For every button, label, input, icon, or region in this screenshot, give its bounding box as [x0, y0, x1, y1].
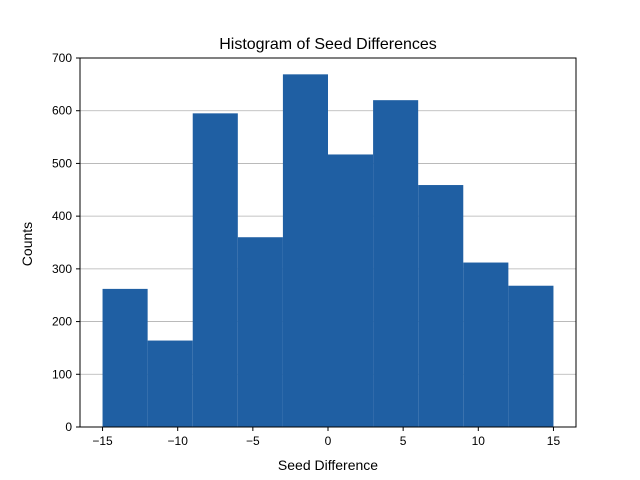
- histogram-bar: [463, 262, 509, 427]
- y-axis-label: Counts: [19, 222, 35, 266]
- histogram-bar: [328, 154, 374, 427]
- histogram-bar: [102, 288, 148, 427]
- chart-title: Histogram of Seed Differences: [219, 36, 437, 53]
- y-tick-label: 200: [52, 315, 72, 329]
- x-tick-label: −5: [246, 434, 260, 448]
- x-tick-label: 0: [325, 434, 332, 448]
- x-tick-label: 5: [400, 434, 407, 448]
- histogram-bar: [373, 100, 419, 428]
- y-tick-label: 300: [52, 262, 72, 276]
- y-tick-label: 0: [65, 420, 72, 434]
- x-tick-label: 10: [472, 434, 486, 448]
- histogram-bar: [282, 74, 328, 427]
- histogram-bars: [102, 74, 554, 428]
- y-tick-label: 100: [52, 367, 72, 381]
- x-tick-label: 15: [547, 434, 561, 448]
- y-axis: 0 100 200 300 400 500 600 700: [52, 51, 80, 434]
- histogram-bar: [192, 113, 238, 427]
- y-tick-label: 500: [52, 156, 72, 170]
- histogram-bar: [237, 237, 283, 427]
- plot-area: [79, 57, 577, 428]
- y-tick-label: 600: [52, 104, 72, 118]
- y-tick-label: 400: [52, 209, 72, 223]
- x-axis: −15 −10 −5 0 5 10 15: [92, 427, 560, 448]
- x-tick-label: −10: [168, 434, 189, 448]
- histogram-bar: [508, 285, 554, 427]
- histogram-bar: [418, 185, 464, 427]
- histogram-bar: [147, 340, 193, 427]
- x-tick-label: −15: [92, 434, 113, 448]
- x-axis-label: Seed Difference: [278, 457, 378, 473]
- y-tick-label: 700: [52, 51, 72, 65]
